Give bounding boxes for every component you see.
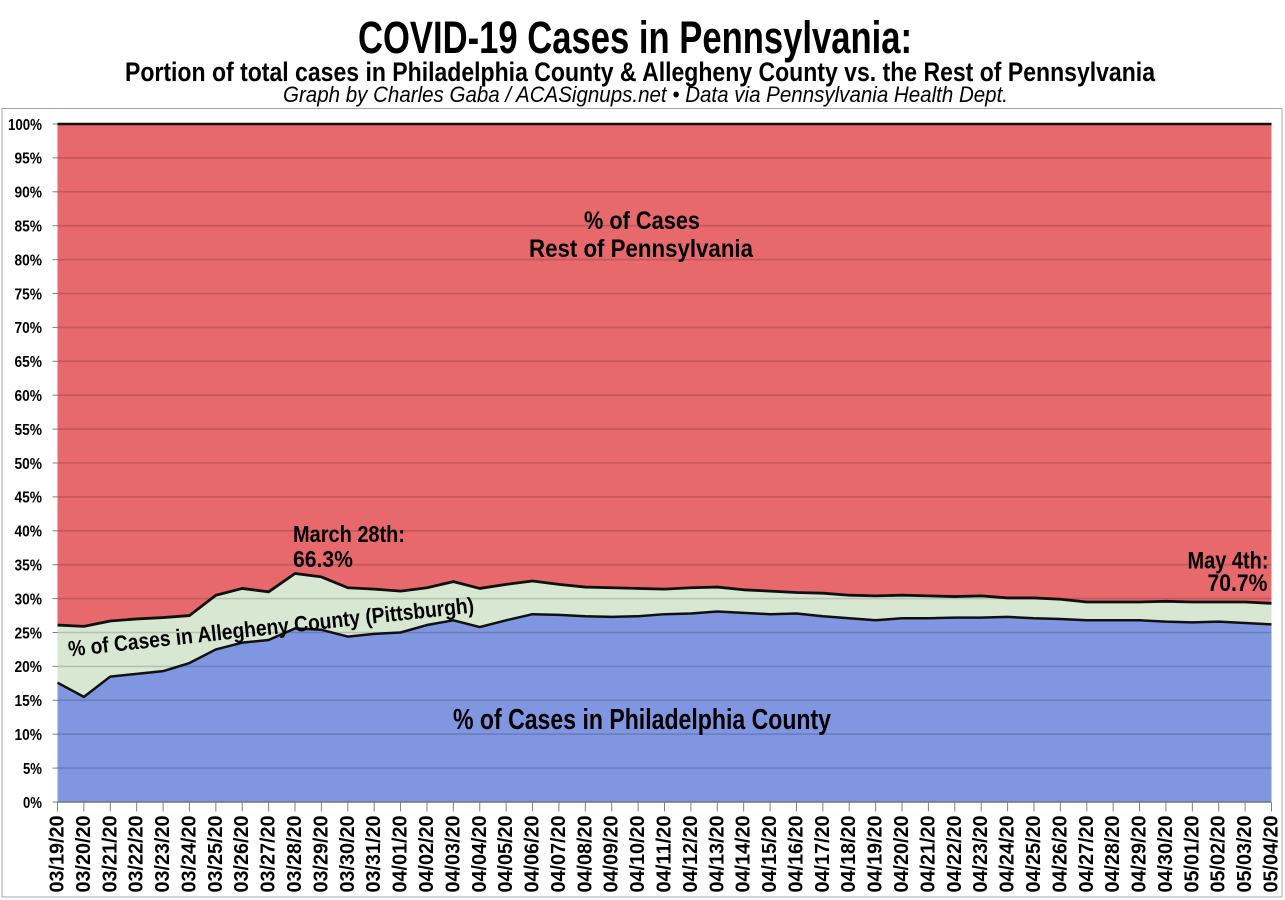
svg-text:25%: 25% bbox=[15, 625, 43, 642]
svg-text:100%: 100% bbox=[8, 117, 42, 134]
svg-text:15%: 15% bbox=[15, 693, 43, 710]
svg-text:04/23/20: 04/23/20 bbox=[970, 816, 992, 893]
svg-text:04/07/20: 04/07/20 bbox=[548, 816, 570, 893]
svg-text:03/23/20: 03/23/20 bbox=[152, 816, 174, 893]
svg-text:03/28/20: 03/28/20 bbox=[284, 816, 306, 893]
svg-text:03/19/20: 03/19/20 bbox=[47, 816, 69, 893]
svg-text:75%: 75% bbox=[15, 286, 43, 303]
svg-text:60%: 60% bbox=[15, 388, 43, 405]
svg-text:04/27/20: 04/27/20 bbox=[1076, 816, 1098, 893]
svg-text:35%: 35% bbox=[15, 558, 43, 575]
svg-text:May 4th:: May 4th: bbox=[1188, 548, 1269, 575]
svg-text:04/18/20: 04/18/20 bbox=[838, 816, 860, 893]
svg-text:04/04/20: 04/04/20 bbox=[469, 816, 491, 893]
svg-text:05/03/20: 05/03/20 bbox=[1234, 816, 1256, 893]
svg-text:66.3%: 66.3% bbox=[293, 546, 353, 572]
svg-text:04/01/20: 04/01/20 bbox=[390, 816, 412, 893]
svg-text:Portion of total cases in Phil: Portion of total cases in Philadelphia C… bbox=[125, 57, 1156, 87]
svg-text:65%: 65% bbox=[15, 354, 43, 371]
svg-text:04/09/20: 04/09/20 bbox=[601, 816, 623, 893]
svg-text:05/02/20: 05/02/20 bbox=[1208, 816, 1230, 893]
svg-text:COVID-19 Cases in Pennsylvania: COVID-19 Cases in Pennsylvania: bbox=[358, 12, 912, 63]
svg-text:85%: 85% bbox=[15, 219, 43, 236]
svg-text:05/04/20: 05/04/20 bbox=[1261, 816, 1283, 893]
svg-text:03/24/20: 03/24/20 bbox=[178, 816, 200, 893]
svg-text:04/19/20: 04/19/20 bbox=[865, 816, 887, 893]
svg-text:0%: 0% bbox=[23, 795, 42, 812]
svg-text:04/13/20: 04/13/20 bbox=[706, 816, 728, 893]
svg-text:10%: 10% bbox=[15, 727, 43, 744]
svg-text:70%: 70% bbox=[15, 320, 43, 337]
svg-text:04/14/20: 04/14/20 bbox=[733, 816, 755, 893]
svg-text:03/21/20: 03/21/20 bbox=[99, 816, 121, 893]
svg-text:30%: 30% bbox=[15, 591, 43, 608]
svg-text:04/22/20: 04/22/20 bbox=[944, 816, 966, 893]
svg-text:04/26/20: 04/26/20 bbox=[1049, 816, 1071, 893]
svg-text:03/31/20: 03/31/20 bbox=[363, 816, 385, 893]
svg-text:03/26/20: 03/26/20 bbox=[231, 816, 253, 893]
svg-text:40%: 40% bbox=[15, 524, 43, 541]
svg-text:Graph by Charles Gaba / ACASig: Graph by Charles Gaba / ACASignups.net •… bbox=[283, 82, 1008, 107]
svg-text:04/02/20: 04/02/20 bbox=[416, 816, 438, 893]
svg-text:04/08/20: 04/08/20 bbox=[574, 816, 596, 893]
svg-text:% of Cases in Philadelphia Cou: % of Cases in Philadelphia County bbox=[453, 704, 831, 736]
svg-text:04/25/20: 04/25/20 bbox=[1023, 816, 1045, 893]
svg-text:March 28th:: March 28th: bbox=[293, 521, 405, 547]
svg-text:90%: 90% bbox=[15, 185, 43, 202]
svg-text:04/11/20: 04/11/20 bbox=[654, 816, 676, 893]
svg-text:70.7%: 70.7% bbox=[1208, 570, 1268, 597]
svg-text:45%: 45% bbox=[15, 490, 43, 507]
svg-text:04/16/20: 04/16/20 bbox=[785, 816, 807, 893]
svg-text:05/01/20: 05/01/20 bbox=[1181, 816, 1203, 893]
svg-text:5%: 5% bbox=[23, 761, 42, 778]
svg-text:03/25/20: 03/25/20 bbox=[205, 816, 227, 893]
svg-text:04/05/20: 04/05/20 bbox=[495, 816, 517, 893]
svg-text:03/30/20: 03/30/20 bbox=[337, 816, 359, 893]
svg-text:04/03/20: 04/03/20 bbox=[442, 816, 464, 893]
svg-text:% of Cases: % of Cases bbox=[584, 207, 700, 235]
svg-text:95%: 95% bbox=[15, 151, 43, 168]
svg-text:03/22/20: 03/22/20 bbox=[126, 816, 148, 893]
svg-text:80%: 80% bbox=[15, 252, 43, 269]
svg-text:03/27/20: 03/27/20 bbox=[258, 816, 280, 893]
svg-text:03/29/20: 03/29/20 bbox=[310, 816, 332, 893]
svg-text:04/29/20: 04/29/20 bbox=[1129, 816, 1151, 893]
svg-text:04/28/20: 04/28/20 bbox=[1102, 816, 1124, 893]
svg-text:04/15/20: 04/15/20 bbox=[759, 816, 781, 893]
svg-text:04/24/20: 04/24/20 bbox=[997, 816, 1019, 893]
svg-text:04/30/20: 04/30/20 bbox=[1155, 816, 1177, 893]
svg-text:50%: 50% bbox=[15, 456, 43, 473]
svg-text:04/10/20: 04/10/20 bbox=[627, 816, 649, 893]
svg-text:04/06/20: 04/06/20 bbox=[522, 816, 544, 893]
svg-text:20%: 20% bbox=[15, 659, 43, 676]
svg-text:55%: 55% bbox=[15, 422, 43, 439]
svg-text:04/17/20: 04/17/20 bbox=[812, 816, 834, 893]
svg-text:04/21/20: 04/21/20 bbox=[917, 816, 939, 893]
svg-text:04/12/20: 04/12/20 bbox=[680, 816, 702, 893]
svg-text:03/20/20: 03/20/20 bbox=[73, 816, 95, 893]
svg-text:04/20/20: 04/20/20 bbox=[891, 816, 913, 893]
svg-text:Rest of Pennsylvania: Rest of Pennsylvania bbox=[529, 235, 754, 263]
